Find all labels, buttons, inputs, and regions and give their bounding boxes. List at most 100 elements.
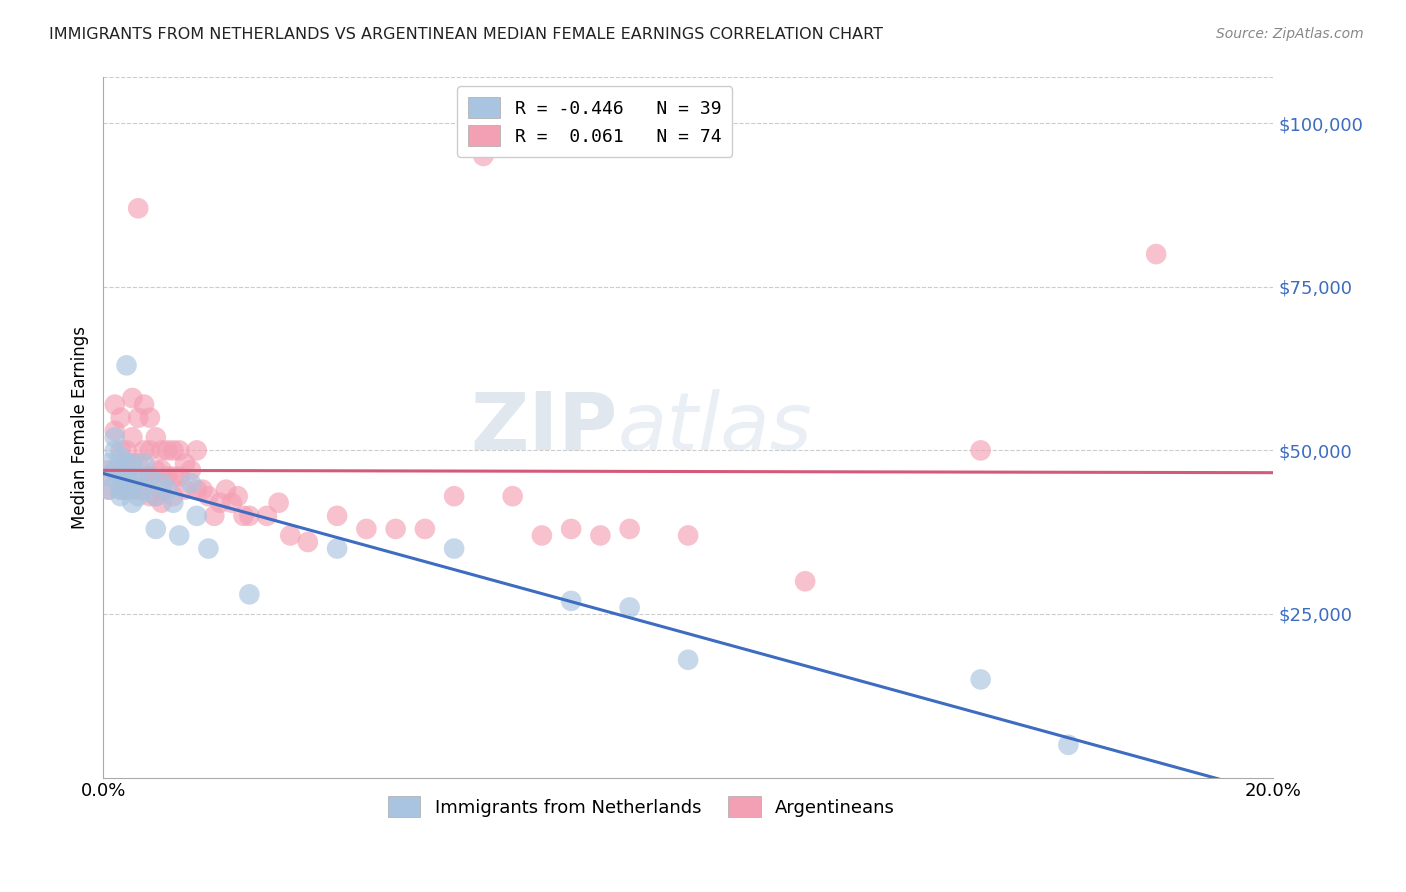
Point <box>121 476 143 491</box>
Point <box>139 469 162 483</box>
Point <box>121 430 143 444</box>
Point <box>150 496 173 510</box>
Point <box>115 483 138 497</box>
Point <box>326 541 349 556</box>
Point <box>356 522 378 536</box>
Point <box>191 483 214 497</box>
Point <box>969 443 991 458</box>
Point <box>150 483 173 497</box>
Point <box>132 398 155 412</box>
Point <box>110 489 132 503</box>
Text: Source: ZipAtlas.com: Source: ZipAtlas.com <box>1216 27 1364 41</box>
Point <box>530 528 553 542</box>
Point <box>278 528 301 542</box>
Point <box>167 528 190 542</box>
Point <box>209 496 232 510</box>
Point <box>132 469 155 483</box>
Point <box>115 359 138 373</box>
Point <box>115 483 138 497</box>
Point <box>139 469 162 483</box>
Point <box>121 391 143 405</box>
Point <box>110 443 132 458</box>
Point <box>197 489 219 503</box>
Point <box>145 430 167 444</box>
Point <box>132 443 155 458</box>
Point <box>238 508 260 523</box>
Legend: Immigrants from Netherlands, Argentineans: Immigrants from Netherlands, Argentinean… <box>381 789 903 824</box>
Point <box>110 483 132 497</box>
Point <box>115 443 138 458</box>
Point <box>443 541 465 556</box>
Point <box>121 483 143 497</box>
Point <box>186 508 208 523</box>
Text: atlas: atlas <box>617 389 813 467</box>
Point <box>226 489 249 503</box>
Point <box>560 594 582 608</box>
Point <box>589 528 612 542</box>
Point <box>150 476 173 491</box>
Point <box>267 496 290 510</box>
Point <box>167 443 190 458</box>
Point <box>98 483 121 497</box>
Point <box>98 469 121 483</box>
Point <box>174 457 197 471</box>
Point <box>115 469 138 483</box>
Point <box>150 443 173 458</box>
Point <box>121 457 143 471</box>
Point <box>413 522 436 536</box>
Point <box>104 398 127 412</box>
Point <box>969 673 991 687</box>
Point <box>110 469 132 483</box>
Point <box>162 443 184 458</box>
Point <box>256 508 278 523</box>
Point <box>156 469 179 483</box>
Point <box>472 149 495 163</box>
Point <box>104 430 127 444</box>
Point <box>132 457 155 471</box>
Point <box>1057 738 1080 752</box>
Point <box>162 469 184 483</box>
Point <box>186 443 208 458</box>
Point <box>121 457 143 471</box>
Point <box>98 463 121 477</box>
Point <box>443 489 465 503</box>
Point <box>619 600 641 615</box>
Point <box>619 522 641 536</box>
Point <box>150 463 173 477</box>
Point <box>180 463 202 477</box>
Text: IMMIGRANTS FROM NETHERLANDS VS ARGENTINEAN MEDIAN FEMALE EARNINGS CORRELATION CH: IMMIGRANTS FROM NETHERLANDS VS ARGENTINE… <box>49 27 883 42</box>
Point <box>180 476 202 491</box>
Point <box>145 489 167 503</box>
Text: ZIP: ZIP <box>471 389 617 467</box>
Point <box>221 496 243 510</box>
Point <box>238 587 260 601</box>
Point <box>202 508 225 523</box>
Point <box>98 457 121 471</box>
Point <box>1144 247 1167 261</box>
Point <box>98 483 121 497</box>
Point <box>145 522 167 536</box>
Point <box>110 483 132 497</box>
Point <box>132 483 155 497</box>
Point <box>104 424 127 438</box>
Point <box>186 483 208 497</box>
Point <box>127 410 149 425</box>
Point <box>297 535 319 549</box>
Point <box>384 522 406 536</box>
Point <box>104 463 127 477</box>
Point <box>110 463 132 477</box>
Point <box>560 522 582 536</box>
Point <box>326 508 349 523</box>
Point <box>127 202 149 216</box>
Point <box>139 410 162 425</box>
Point <box>127 469 149 483</box>
Point <box>162 496 184 510</box>
Point <box>162 489 184 503</box>
Point <box>110 450 132 464</box>
Point <box>676 653 699 667</box>
Point <box>794 574 817 589</box>
Y-axis label: Median Female Earnings: Median Female Earnings <box>72 326 89 529</box>
Point <box>104 443 127 458</box>
Point <box>502 489 524 503</box>
Point <box>127 483 149 497</box>
